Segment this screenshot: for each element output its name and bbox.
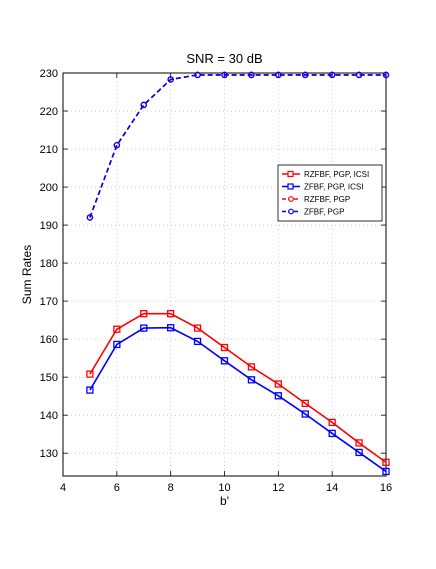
y-tick-label: 140 (40, 410, 58, 422)
data-point (382, 458, 390, 466)
data-point (328, 71, 336, 79)
y-axis-label: Sum Rates (20, 245, 34, 304)
data-point (86, 370, 94, 378)
data-point (247, 376, 256, 384)
data-point (113, 141, 121, 149)
data-point (86, 214, 94, 221)
data-point (193, 337, 202, 346)
data-point (220, 343, 229, 352)
data-point (140, 324, 148, 332)
grid (63, 73, 386, 476)
y-tick-label: 190 (40, 220, 58, 232)
x-tick-label: 8 (168, 482, 174, 494)
data-point (167, 324, 175, 332)
x-tick-label: 14 (326, 482, 338, 494)
legend-marker (287, 170, 294, 178)
data-point (221, 71, 228, 79)
data-point (113, 325, 121, 333)
series-rzfbf-pgp-icsi (86, 310, 390, 466)
legend-entry: RZFBF, PGP (282, 195, 350, 204)
y-tick-label: 220 (40, 106, 58, 118)
y-tick-label: 150 (40, 372, 58, 384)
data-point (355, 71, 363, 79)
legend-entry: ZFBF, PGP (282, 208, 344, 217)
data-point (248, 71, 255, 79)
legend-label: RZFBF, PGP, ICSI (304, 170, 369, 179)
legend-label: RZFBF, PGP (304, 195, 350, 204)
data-point (274, 380, 282, 388)
y-tick-label: 170 (40, 296, 58, 308)
data-point (328, 418, 336, 427)
chart-title: SNR = 30 dB (186, 51, 262, 66)
y-tick-label: 210 (40, 144, 58, 156)
series-zfbf-pgp (86, 71, 390, 221)
data-point (301, 410, 309, 418)
series-group (86, 71, 390, 476)
series-line (89, 74, 386, 218)
data-point (355, 439, 363, 447)
data-point (328, 429, 336, 438)
data-point (167, 310, 175, 318)
data-point (193, 324, 202, 332)
legend-marker (287, 183, 294, 190)
data-point (140, 101, 147, 109)
data-point (86, 386, 94, 394)
x-tick-label: 12 (272, 482, 284, 494)
y-tick-label: 180 (40, 258, 58, 270)
legend: RZFBF, PGP, ICSI ZFBF, PGP, ICSI RZFBF, PG… (277, 164, 383, 222)
legend-label: ZFBF, PGP, ICSI (304, 183, 363, 192)
legend-entry: ZFBF, PGP, ICSI (282, 183, 363, 192)
legend-label: ZFBF, PGP (304, 208, 344, 217)
y-tick-label: 200 (40, 182, 58, 194)
data-point (275, 71, 282, 79)
y-tick-label: 130 (40, 448, 58, 460)
x-tick-label: 4 (60, 482, 66, 494)
data-point (301, 71, 309, 79)
x-tick-label: 10 (218, 482, 230, 494)
data-point (194, 71, 201, 79)
data-point (247, 363, 256, 371)
data-point (113, 340, 121, 349)
x-axis-label: b' (220, 494, 229, 508)
legend-entry: RZFBF, PGP, ICSI (282, 170, 369, 179)
x-tick-label: 6 (114, 482, 120, 494)
data-point (140, 310, 148, 318)
data-point (382, 71, 390, 79)
legend-marker (288, 208, 294, 215)
data-point (167, 76, 174, 83)
data-point (220, 357, 229, 365)
y-tick-label: 230 (40, 68, 58, 80)
legend-marker (288, 196, 294, 202)
data-point (382, 467, 390, 476)
series-line (89, 312, 387, 463)
y-tick-label: 160 (40, 334, 58, 346)
axis-ticks: 4 6 8 10 12 14 16 130 140 150 160 170 180 190 200 210 22… (40, 68, 392, 494)
x-tick-label: 16 (380, 482, 392, 494)
series-zfbf-pgp-icsi (86, 324, 390, 476)
series-line (89, 326, 387, 473)
data-point (301, 399, 309, 408)
data-point (274, 392, 282, 400)
data-point (355, 448, 363, 457)
